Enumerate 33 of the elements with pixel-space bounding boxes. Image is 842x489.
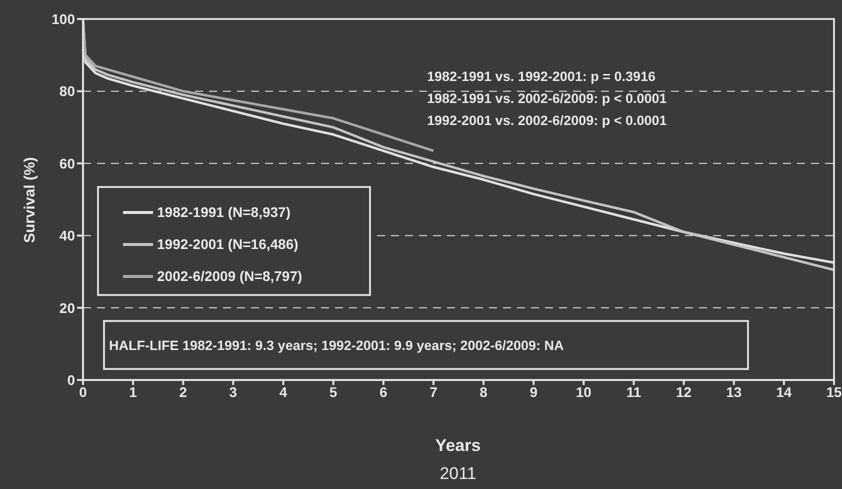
- x-tick-label: 8: [480, 384, 488, 400]
- x-tick-label: 1: [129, 384, 138, 400]
- x-tick-label: 9: [530, 384, 538, 400]
- annotation: 1992-2001 vs. 2002-6/2009: p < 0.0001: [427, 112, 667, 130]
- x-tick-label: 6: [380, 384, 388, 400]
- legend-label: 2002-6/2009 (N=8,797): [157, 268, 302, 284]
- x-tick-label: 15: [826, 384, 842, 400]
- y-tick-label: 20: [59, 300, 76, 316]
- x-tick-label: 14: [776, 384, 792, 400]
- legend-label: 1992-2001 (N=16,486): [157, 236, 298, 252]
- x-tick-label: 0: [79, 384, 88, 400]
- x-tick-label: 11: [626, 384, 642, 400]
- text-frame: HALF-LIFE 1982-1991: 9.3 years; 1992-2001: 9.9 years; 2002-6/2009: NA: [103, 320, 749, 370]
- x-tick-label: 12: [676, 384, 692, 400]
- x-axis-title: Years: [435, 436, 481, 456]
- x-tick-label: 10: [576, 384, 592, 400]
- y-tick-label: 0: [67, 372, 76, 388]
- text: 2011: [440, 464, 476, 484]
- x-tick-label: 5: [329, 384, 338, 400]
- y-tick-label: 100: [52, 10, 76, 27]
- annotation: 1982-1991 vs. 1992-2001: p = 0.3916: [427, 68, 657, 86]
- x-tick-label: 13: [726, 384, 742, 400]
- y-tick-label: 40: [59, 228, 76, 244]
- x-tick-label: 3: [229, 384, 238, 400]
- legend-label: 1982-1991 (N=8,937): [157, 204, 290, 220]
- annotation: 1982-1991 vs. 2002-6/2009: p < 0.0001: [427, 90, 667, 108]
- y-tick-label: 80: [59, 83, 76, 100]
- x-tick-label: 7: [430, 384, 438, 400]
- x-tick-label: 4: [279, 384, 288, 400]
- annotation: HALF-LIFE 1982-1991: 9.3 years; 1992-2001: 9.9 years; 2002-6/2009: NA: [109, 338, 564, 352]
- y-tick-label: 60: [59, 155, 76, 172]
- y-axis-title: Survival (%): [22, 157, 38, 243]
- x-tick-label: 2: [179, 384, 188, 400]
